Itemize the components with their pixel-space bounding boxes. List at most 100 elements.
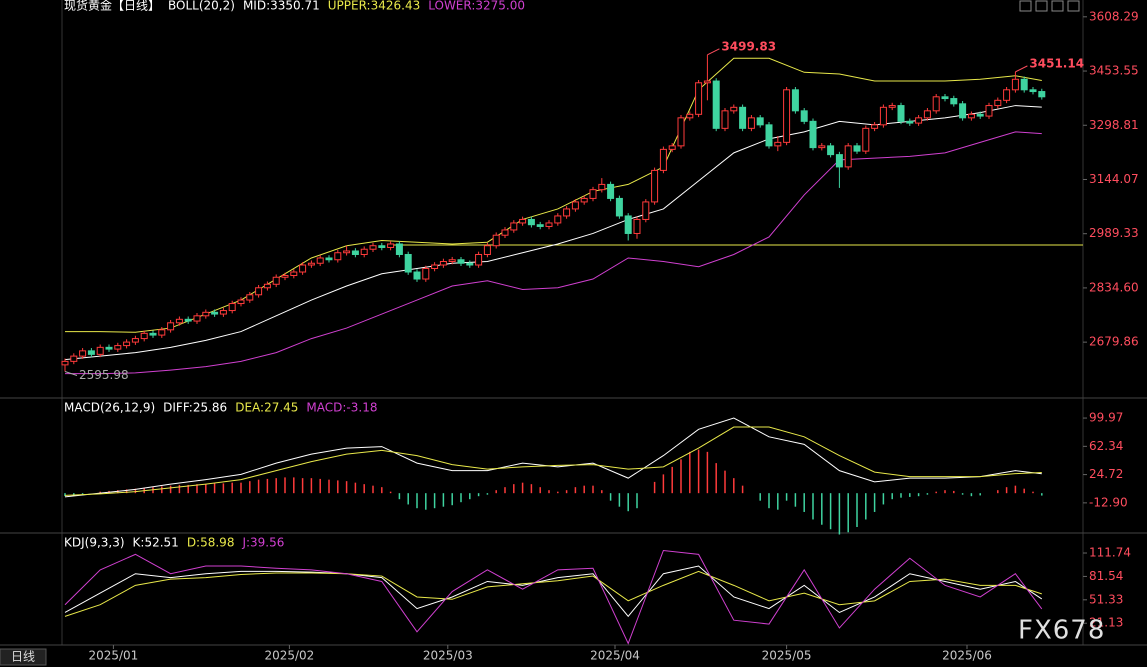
candle-body bbox=[431, 264, 439, 270]
candle-body bbox=[563, 208, 571, 217]
candle-body bbox=[800, 110, 808, 122]
candle-body bbox=[941, 96, 949, 100]
candle-body bbox=[413, 271, 421, 280]
period-tab[interactable] bbox=[0, 648, 47, 666]
candle-body bbox=[915, 117, 923, 124]
icon[interactable] bbox=[1019, 0, 1032, 12]
candle-body bbox=[501, 229, 509, 236]
candle-body bbox=[985, 105, 993, 117]
candle-body bbox=[114, 345, 122, 350]
indicator-line bbox=[65, 131, 1042, 375]
x-tick-label: 2025/06 bbox=[942, 649, 992, 663]
candle-body bbox=[703, 80, 711, 84]
y-tick-label: 21.13 bbox=[1089, 616, 1123, 630]
candle-body bbox=[791, 89, 799, 112]
candle-body bbox=[536, 224, 544, 227]
candle-body bbox=[325, 257, 333, 261]
icon[interactable] bbox=[1067, 0, 1080, 12]
candle-body bbox=[967, 113, 975, 119]
candle-body bbox=[483, 245, 491, 255]
x-tick-label: 2025/01 bbox=[88, 649, 138, 663]
candle-body bbox=[510, 222, 518, 231]
candle-body bbox=[369, 245, 377, 250]
candle-body bbox=[343, 250, 351, 254]
y-tick-label: 111.74 bbox=[1089, 546, 1131, 560]
candle-body bbox=[897, 105, 905, 122]
legend-entry: MACD(26,12,9) bbox=[64, 401, 155, 415]
candle-body bbox=[554, 215, 562, 224]
candle-body bbox=[263, 283, 271, 289]
y-tick-label: 3298.81 bbox=[1089, 118, 1139, 132]
candle-body bbox=[739, 106, 747, 129]
candle-body bbox=[149, 332, 157, 336]
period-tab-label[interactable]: 日线 bbox=[11, 650, 35, 664]
annotation: 2595.98 bbox=[79, 368, 129, 382]
candle-body bbox=[167, 322, 175, 331]
y-tick-label: 51.33 bbox=[1089, 592, 1123, 606]
legend-entry: LOWER:3275.00 bbox=[428, 0, 525, 13]
candle-body bbox=[158, 329, 166, 336]
legend-entry: MID:3350.71 bbox=[243, 0, 320, 13]
candle-body bbox=[545, 222, 553, 227]
candle-body bbox=[466, 262, 474, 266]
toolbar-icons[interactable] bbox=[1019, 0, 1080, 12]
candle-body bbox=[615, 197, 623, 217]
y-tick-label: 81.54 bbox=[1089, 569, 1123, 583]
candle-body bbox=[906, 120, 914, 124]
candle-body bbox=[853, 145, 861, 152]
candle-body bbox=[994, 99, 1002, 107]
icon[interactable] bbox=[1035, 0, 1048, 12]
candle-body bbox=[360, 248, 368, 255]
candle-body bbox=[686, 113, 694, 119]
candle-body bbox=[404, 253, 412, 273]
legend-entry: 现货黄金【日线】 bbox=[64, 0, 160, 13]
candle-body bbox=[624, 215, 632, 234]
indicator-line bbox=[64, 426, 1042, 496]
candle-body bbox=[712, 80, 720, 129]
candle-body bbox=[96, 346, 104, 355]
candle-body bbox=[211, 311, 219, 315]
candle-body bbox=[457, 259, 465, 264]
candle-body bbox=[519, 218, 527, 224]
candle-body bbox=[932, 96, 940, 112]
candle-body bbox=[923, 110, 931, 119]
candle-body bbox=[747, 117, 755, 129]
candle-body bbox=[774, 141, 782, 147]
candle-body bbox=[79, 350, 87, 357]
legend-entry: J:39.56 bbox=[241, 536, 284, 550]
candle-body bbox=[765, 124, 773, 147]
candle-body bbox=[721, 110, 729, 129]
candle-body bbox=[281, 275, 289, 278]
y-tick-label: 3453.55 bbox=[1089, 64, 1139, 78]
indicator-line bbox=[64, 565, 1043, 618]
x-tick-label: 2025/04 bbox=[590, 649, 640, 663]
candle-body bbox=[844, 145, 852, 168]
candle-body bbox=[193, 315, 201, 322]
candle-body bbox=[87, 350, 95, 355]
candle-body bbox=[809, 120, 817, 149]
candle-body bbox=[756, 117, 764, 126]
watermark: FX678 bbox=[1018, 616, 1105, 646]
candle-body bbox=[290, 271, 298, 277]
candle-body bbox=[598, 183, 606, 191]
candle-body bbox=[659, 148, 667, 171]
legend-entry: UPPER:3426.43 bbox=[328, 0, 420, 13]
y-tick-label: 2834.60 bbox=[1089, 280, 1139, 294]
candle-body bbox=[1038, 91, 1046, 98]
candle-body bbox=[959, 103, 967, 119]
icon[interactable] bbox=[1051, 0, 1064, 12]
candle-body bbox=[730, 106, 738, 112]
candle-body bbox=[642, 201, 650, 220]
candle-body bbox=[202, 311, 210, 317]
candle-body bbox=[228, 303, 236, 312]
candle-body bbox=[378, 245, 386, 248]
candle-body bbox=[950, 98, 958, 105]
legend-entry: DEA:27.45 bbox=[235, 401, 298, 415]
legend-entry: BOLL(20,2) bbox=[168, 0, 235, 13]
annotation-leader bbox=[707, 48, 720, 56]
indicator-line bbox=[64, 549, 1043, 645]
candle-body bbox=[818, 145, 826, 149]
candle-body bbox=[633, 218, 641, 234]
candle-body bbox=[879, 106, 887, 126]
